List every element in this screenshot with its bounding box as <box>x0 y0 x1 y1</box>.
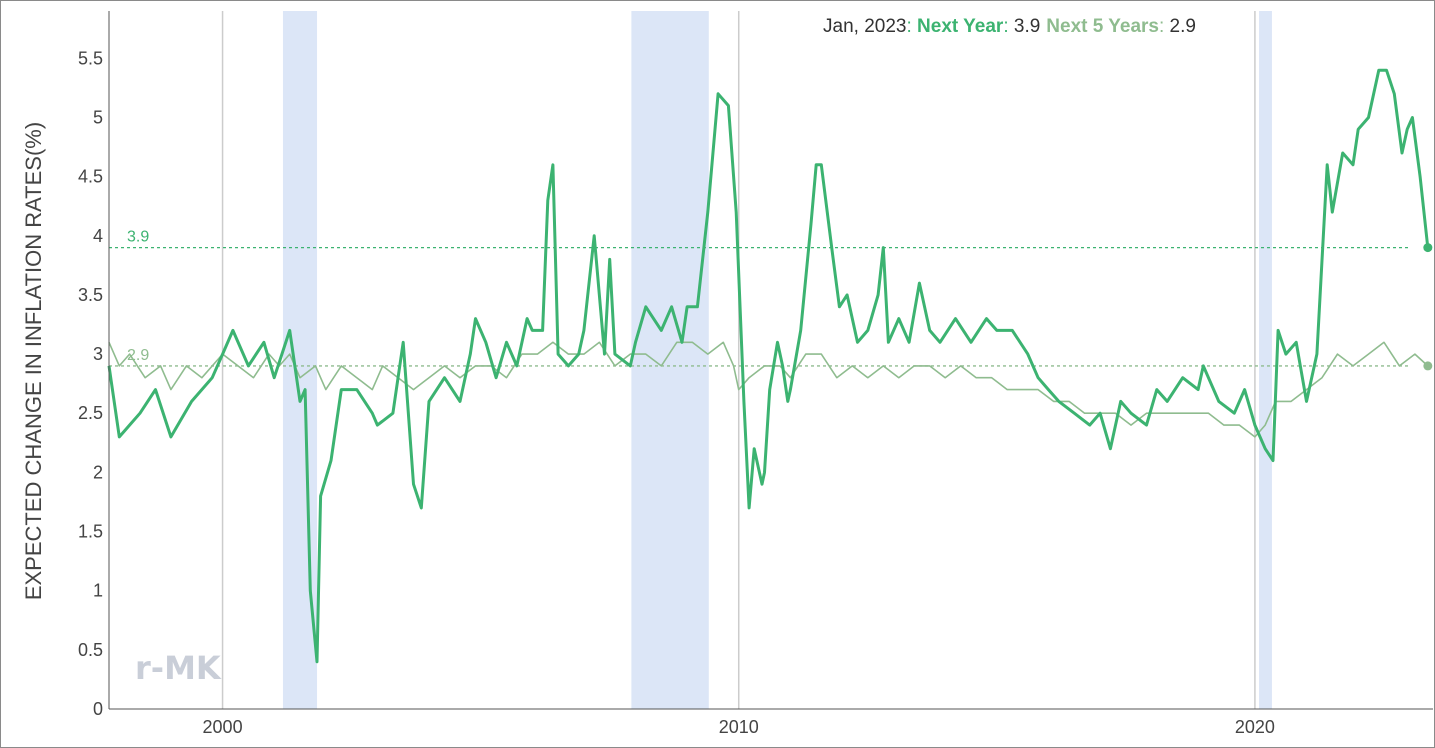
y-tick-label-3: 3 <box>93 344 103 364</box>
x-tick-label-2010: 2010 <box>719 717 759 737</box>
header-series2-value: 2.9 <box>1170 16 1196 37</box>
x-tick-labels: 2000 2010 2020 <box>203 717 1275 737</box>
recession-band-3 <box>1259 11 1272 709</box>
header-date: Jan, 2023 <box>823 16 906 37</box>
reference-lines: 3.92.9 <box>109 229 1408 367</box>
y-tick-label-5: 5 <box>93 107 103 127</box>
series-end-point-next-year <box>1423 243 1433 253</box>
x-tick-label-2000: 2000 <box>203 717 243 737</box>
y-tick-label-4: 4 <box>93 226 103 246</box>
reference-label-3.9: 3.9 <box>127 229 149 246</box>
y-tick-label-3.5: 3.5 <box>78 285 103 305</box>
series-line-next-year <box>107 68 1430 664</box>
x-tick-label-2020: 2020 <box>1235 717 1275 737</box>
header-series2-sep: : <box>1159 16 1170 37</box>
y-tick-label-2: 2 <box>93 462 103 482</box>
header-sep: : <box>906 16 917 37</box>
watermark-logo: r-MK <box>135 649 222 687</box>
header-series1-name: Next Year <box>917 16 1004 37</box>
y-tick-label-1: 1 <box>93 581 103 601</box>
recession-band-2 <box>631 11 709 709</box>
y-tick-label-1.5: 1.5 <box>78 522 103 542</box>
series-line-next-5-years <box>108 341 1429 438</box>
header-series1-value: 3.9 <box>1014 16 1040 37</box>
y-tick-label-0: 0 <box>93 699 103 719</box>
y-tick-label-5.5: 5.5 <box>78 48 103 68</box>
recession-bands <box>282 11 1272 709</box>
y-tick-label-4.5: 4.5 <box>78 167 103 187</box>
chart-header: Jan, 2023: Next Year: 3.9 Next 5 Years: 2… <box>823 16 1196 37</box>
y-tick-label-2.5: 2.5 <box>78 403 103 423</box>
y-axis-label: EXPECTED CHANGE IN INFLATION RATES(%) <box>21 122 46 600</box>
header-series2-name: Next 5 Years <box>1046 16 1159 37</box>
series-end-point-next-5-years <box>1423 361 1433 371</box>
y-tick-label-0.5: 0.5 <box>78 640 103 660</box>
axes <box>108 11 1433 710</box>
x-gridlines <box>221 11 1256 709</box>
header-series1-sep: : <box>1003 16 1014 37</box>
series-lines <box>107 68 1433 664</box>
y-tick-labels: 0 0.5 1 1.5 2 2.5 3 3.5 4 4.5 5 5.5 <box>78 48 103 719</box>
